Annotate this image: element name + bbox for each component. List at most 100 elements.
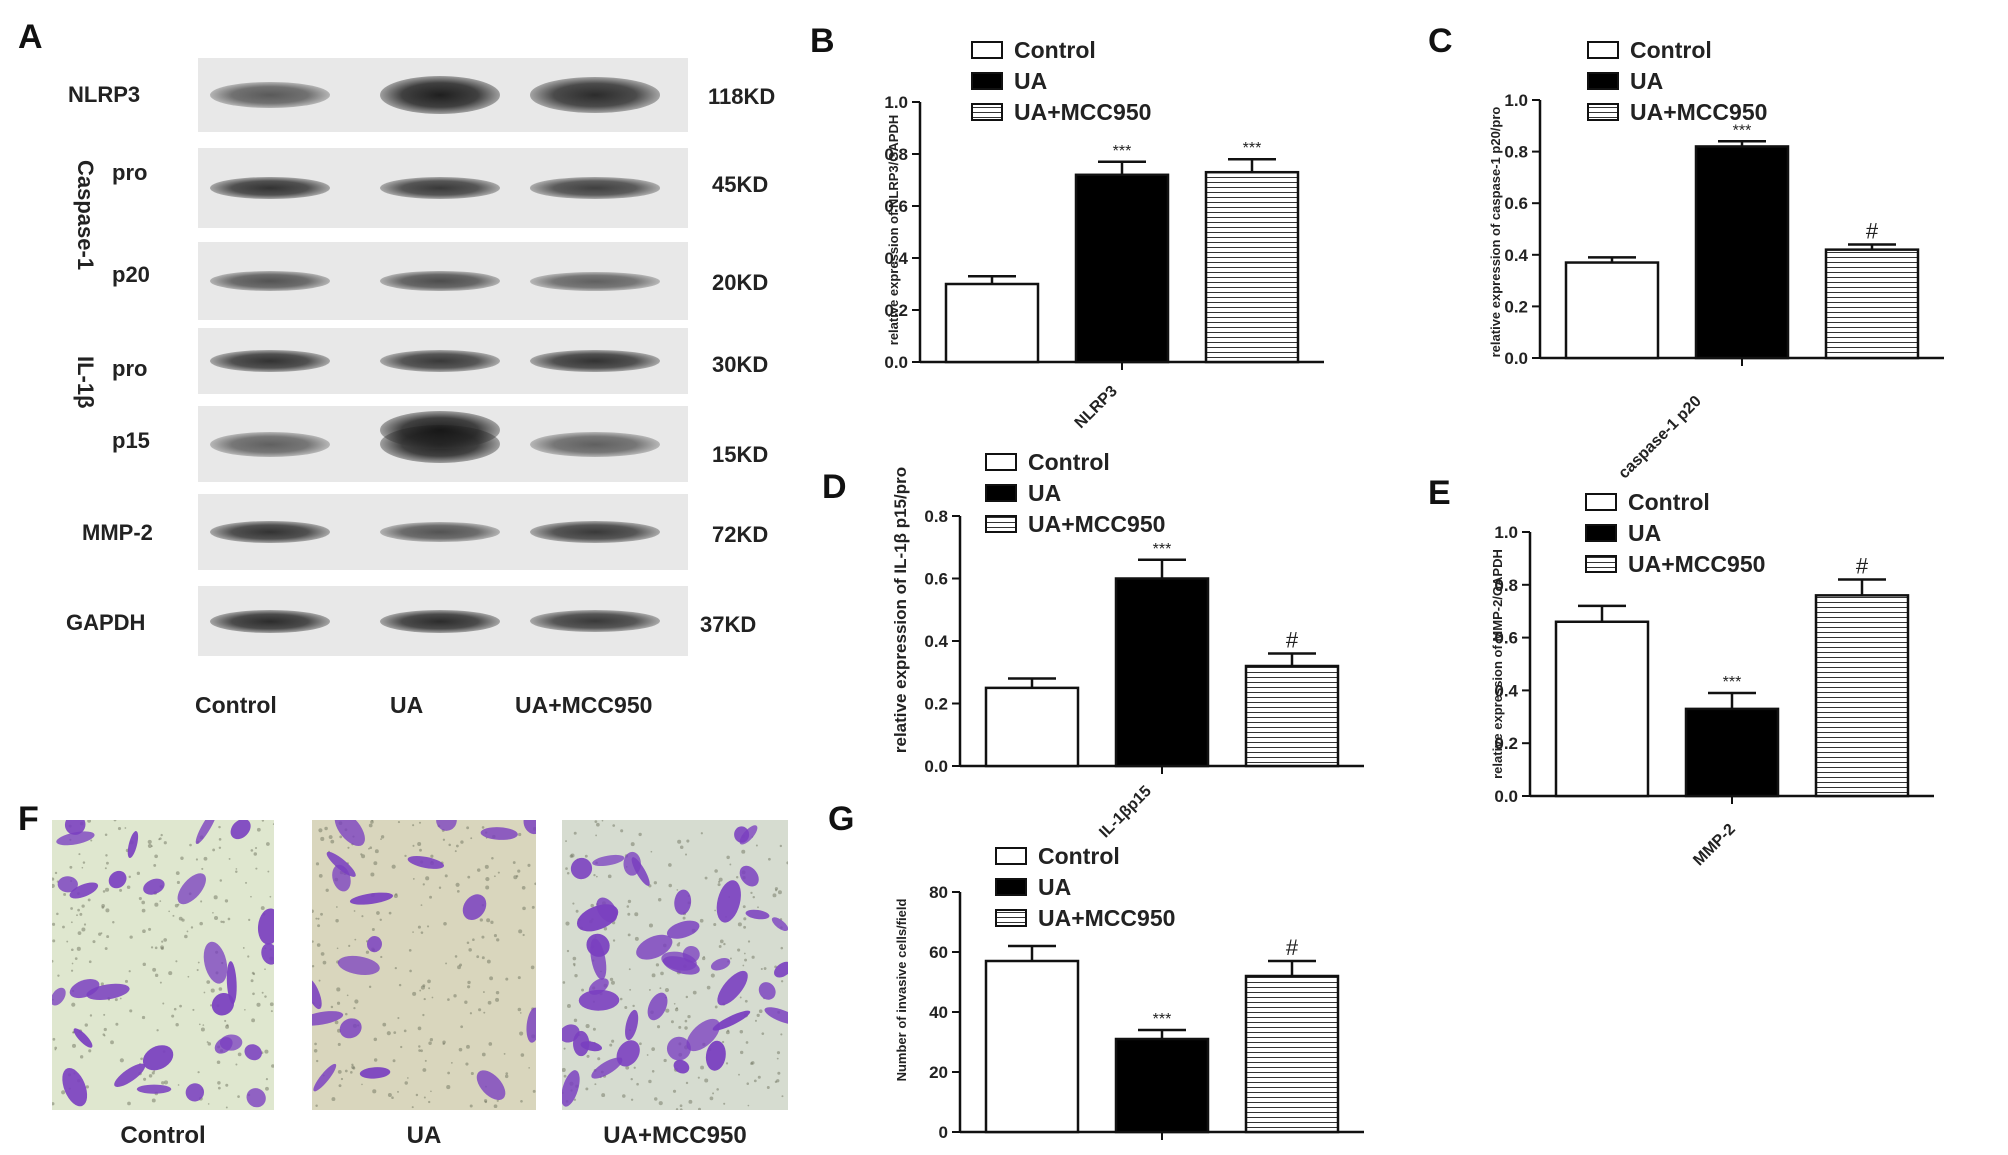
membrane-pore xyxy=(418,1049,421,1052)
membrane-pore xyxy=(484,1100,488,1104)
membrane-pore xyxy=(612,824,616,827)
membrane-pore xyxy=(438,886,442,889)
membrane-pore xyxy=(431,996,434,999)
membrane-pore xyxy=(212,848,216,852)
stained-cell xyxy=(717,970,748,1006)
membrane-pore xyxy=(412,991,417,996)
membrane-pore xyxy=(573,964,576,967)
membrane-pore xyxy=(398,983,402,987)
membrane-pore xyxy=(380,835,385,839)
membrane-pore xyxy=(742,905,746,909)
membrane-pore xyxy=(219,879,223,882)
bar-ua xyxy=(1074,173,1170,364)
membrane-pore xyxy=(148,927,152,931)
membrane-pore xyxy=(242,947,245,949)
membrane-pore xyxy=(380,955,383,959)
membrane-pore xyxy=(79,1055,84,1059)
membrane-pore xyxy=(270,1010,273,1013)
membrane-pore xyxy=(601,1093,606,1098)
membrane-pore xyxy=(117,826,122,831)
membrane-pore xyxy=(751,1061,755,1065)
membrane-pore xyxy=(622,1094,626,1098)
membrane-pore xyxy=(175,871,180,876)
membrane-pore xyxy=(420,1049,423,1053)
panel-letter-a: A xyxy=(18,18,43,56)
membrane-pore xyxy=(235,870,238,873)
stained-cell xyxy=(480,827,518,840)
stained-cell xyxy=(705,1040,726,1071)
stained-cell xyxy=(666,920,700,939)
legend-label: UA+MCC950 xyxy=(1038,905,1175,931)
membrane-pore xyxy=(138,896,142,901)
stained-cell xyxy=(774,961,788,978)
membrane-pore xyxy=(756,1013,760,1018)
membrane-pore xyxy=(256,827,261,832)
membrane-pore xyxy=(675,1108,679,1110)
membrane-pore xyxy=(632,1004,635,1008)
y-tick-label: 0.6 xyxy=(924,570,948,589)
membrane-pore xyxy=(403,1029,407,1033)
membrane-pore xyxy=(630,842,635,847)
significance-label: # xyxy=(1856,554,1869,579)
membrane-pore xyxy=(741,849,746,854)
membrane-pore xyxy=(103,1027,107,1032)
stained-cell xyxy=(69,979,100,999)
legend-swatch-ctrl xyxy=(1585,493,1617,511)
legend-swatch-mcc xyxy=(1587,103,1619,121)
membrane-pore xyxy=(78,853,81,856)
membrane-pore xyxy=(404,854,407,858)
membrane-pore xyxy=(92,940,96,944)
membrane-pore xyxy=(52,1037,56,1041)
membrane-pore xyxy=(745,1041,749,1044)
stained-cell xyxy=(592,854,625,867)
membrane-pore xyxy=(670,1020,674,1024)
membrane-pore xyxy=(253,852,258,856)
membrane-pore xyxy=(237,1052,242,1057)
membrane-pore xyxy=(625,1065,630,1070)
membrane-pore xyxy=(481,935,485,939)
membrane-pore xyxy=(484,864,489,869)
membrane-pore xyxy=(325,888,329,892)
micrograph-image xyxy=(312,820,536,1110)
membrane-pore xyxy=(54,871,58,875)
stained-cell xyxy=(211,992,235,1016)
membrane-pore xyxy=(472,938,475,942)
membrane-pore xyxy=(218,825,221,829)
membrane-pore xyxy=(210,988,215,993)
membrane-pore xyxy=(776,1051,781,1055)
membrane-pore xyxy=(70,907,73,910)
membrane-pore xyxy=(786,861,788,865)
membrane-pore xyxy=(213,895,218,900)
membrane-pore xyxy=(590,903,594,908)
membrane-pore xyxy=(442,1042,445,1046)
membrane-pore xyxy=(485,885,490,890)
membrane-pore xyxy=(658,1101,663,1106)
membrane-pore xyxy=(572,956,577,961)
membrane-pore xyxy=(447,998,450,1001)
membrane-pore xyxy=(481,1052,486,1057)
membrane-pore xyxy=(348,944,351,947)
membrane-pore xyxy=(572,902,575,905)
membrane-pore xyxy=(687,1014,691,1019)
membrane-pore xyxy=(119,888,123,892)
membrane-pore xyxy=(619,997,623,1001)
membrane-pore xyxy=(62,925,65,929)
membrane-pore xyxy=(147,843,153,849)
stained-cell xyxy=(185,1083,205,1102)
significance-label: *** xyxy=(1153,1011,1172,1028)
membrane-pore xyxy=(497,871,500,874)
membrane-pore xyxy=(156,1029,159,1032)
membrane-pore xyxy=(519,1031,524,1036)
stained-cell xyxy=(625,1009,639,1041)
membrane-pore xyxy=(521,885,526,890)
stained-cell xyxy=(591,1057,623,1079)
membrane-pore xyxy=(443,921,447,926)
stained-cell xyxy=(745,909,770,920)
membrane-pore xyxy=(102,1033,105,1036)
membrane-pore xyxy=(585,1024,590,1029)
stained-cell xyxy=(590,938,607,980)
y-axis-label: relative expression of caspase-1 p20/pro xyxy=(1488,107,1503,358)
membrane-pore xyxy=(419,989,422,992)
membrane-pore xyxy=(685,995,689,999)
membrane-pore xyxy=(685,1081,689,1085)
